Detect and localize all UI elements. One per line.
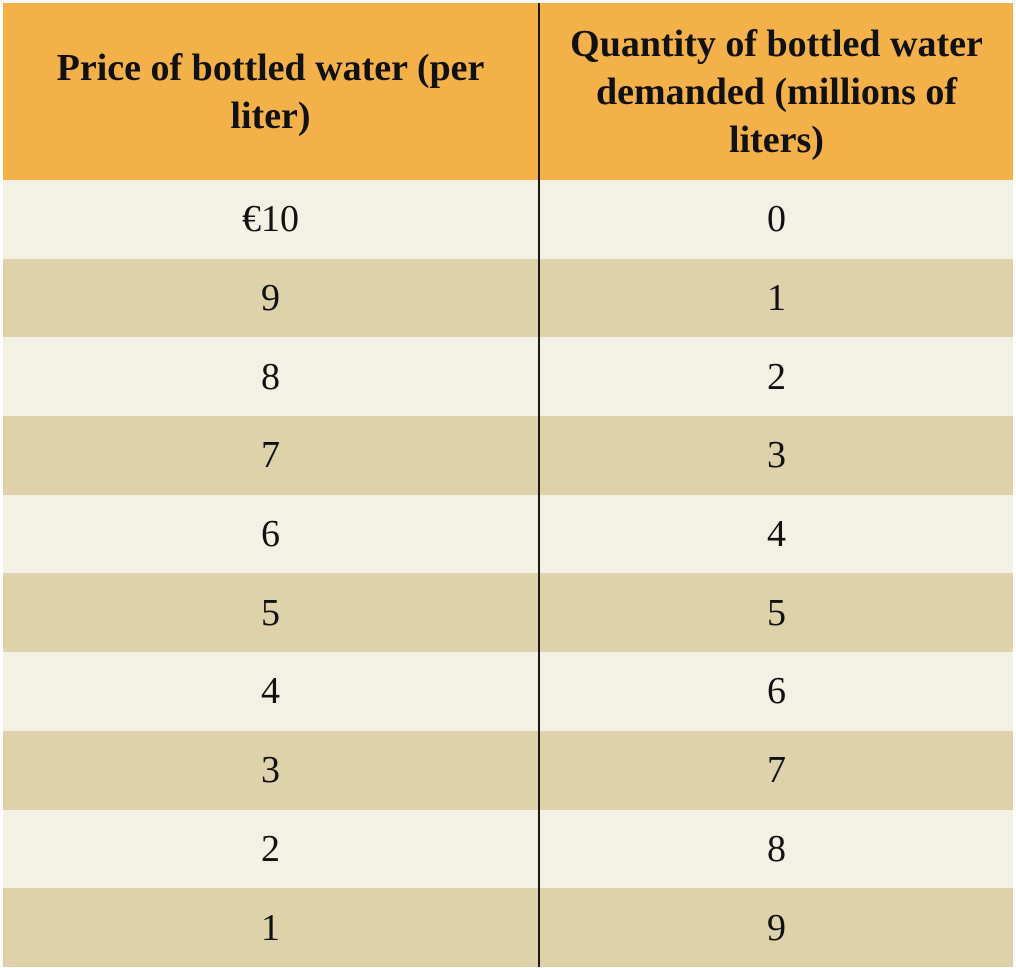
- table-row: 9 1: [3, 258, 1013, 338]
- price-cell: 3: [3, 730, 540, 810]
- price-column-header: Price of bottled water (per liter): [3, 3, 540, 180]
- price-cell: 8: [3, 337, 540, 417]
- quantity-cell: 3: [539, 416, 1013, 495]
- price-cell: 6: [3, 494, 540, 574]
- table-row: 1 9: [3, 888, 1013, 967]
- table-row: 4 6: [3, 652, 1013, 731]
- table-row: 3 7: [3, 730, 1013, 810]
- quantity-cell: 4: [539, 494, 1013, 574]
- table-row: 8 2: [3, 337, 1013, 417]
- quantity-column-header: Quantity of bottled water demanded (mill…: [539, 3, 1013, 180]
- price-cell: 5: [3, 573, 540, 653]
- quantity-cell: 1: [539, 258, 1013, 338]
- table-row: 5 5: [3, 573, 1013, 653]
- quantity-cell: 8: [539, 809, 1013, 889]
- price-cell: 7: [3, 416, 540, 495]
- quantity-cell: 7: [539, 730, 1013, 810]
- quantity-cell: 0: [539, 180, 1013, 259]
- table-row: 6 4: [3, 494, 1013, 574]
- quantity-cell: 5: [539, 573, 1013, 653]
- quantity-cell: 2: [539, 337, 1013, 417]
- price-cell: 9: [3, 258, 540, 338]
- quantity-cell: 9: [539, 888, 1013, 967]
- table-body: €10 0 9 1 8 2 7 3 6 4 5 5 4 6 3 7: [3, 180, 1013, 967]
- table-header: Price of bottled water (per liter) Quant…: [3, 3, 1013, 180]
- price-cell: 1: [3, 888, 540, 967]
- table-row: 2 8: [3, 809, 1013, 889]
- table-row: €10 0: [3, 180, 1013, 259]
- table-row: 7 3: [3, 416, 1013, 495]
- top-strip: [0, 0, 1016, 3]
- demand-schedule-table: Price of bottled water (per liter) Quant…: [3, 3, 1013, 967]
- quantity-cell: 6: [539, 652, 1013, 731]
- header-row: Price of bottled water (per liter) Quant…: [3, 3, 1013, 180]
- price-cell: €10: [3, 180, 540, 259]
- price-cell: 2: [3, 809, 540, 889]
- price-cell: 4: [3, 652, 540, 731]
